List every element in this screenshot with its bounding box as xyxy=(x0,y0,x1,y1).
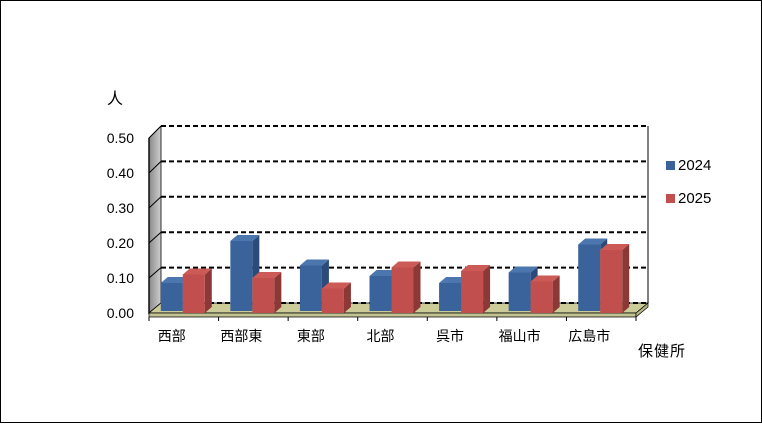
legend-label-2024: 2024 xyxy=(678,157,711,174)
category-label-広島市: 広島市 xyxy=(568,328,610,344)
category-label-呉市: 呉市 xyxy=(436,328,464,344)
y-tick-0.30 xyxy=(148,196,162,209)
x-axis-title: 保健所 xyxy=(638,343,686,360)
y-tick-0.50 xyxy=(148,125,162,139)
category-label-北部: 北部 xyxy=(367,328,395,344)
bar-2025-呉市 xyxy=(461,265,491,313)
bar-2025-福山市 xyxy=(530,275,560,313)
y-tick-0.40 xyxy=(148,161,162,174)
bar-2025-北部 xyxy=(391,261,421,313)
plot-floor-right-bevel xyxy=(635,302,649,318)
ytick-label-0.00: 0.00 xyxy=(107,305,134,321)
category-label-福山市: 福山市 xyxy=(499,328,541,344)
y-tick-0.20 xyxy=(148,231,162,244)
ytick-label-0.30: 0.30 xyxy=(107,200,134,216)
y-tick-0.10 xyxy=(148,267,162,279)
category-label-東部: 東部 xyxy=(297,328,325,344)
plot-floor-front-face xyxy=(148,312,637,318)
bar-2025-東部 xyxy=(321,282,351,313)
ytick-label-0.20: 0.20 xyxy=(107,235,134,251)
ytick-label-0.50: 0.50 xyxy=(107,130,134,146)
ytick-label-0.40: 0.40 xyxy=(107,165,134,181)
plot-left-wall xyxy=(148,125,162,314)
legend-marker-2024 xyxy=(666,161,675,170)
category-label-西部: 西部 xyxy=(158,328,186,344)
bar-2025-広島市 xyxy=(600,244,630,313)
ytick-label-0.10: 0.10 xyxy=(107,270,134,286)
bar-2025-西部 xyxy=(182,268,212,313)
bar-2025-西部東 xyxy=(252,272,282,313)
legend-label-2025: 2025 xyxy=(678,190,711,207)
y-axis-title: 人 xyxy=(107,90,123,108)
legend-marker-2025 xyxy=(666,194,675,203)
category-label-西部東: 西部東 xyxy=(220,328,262,344)
